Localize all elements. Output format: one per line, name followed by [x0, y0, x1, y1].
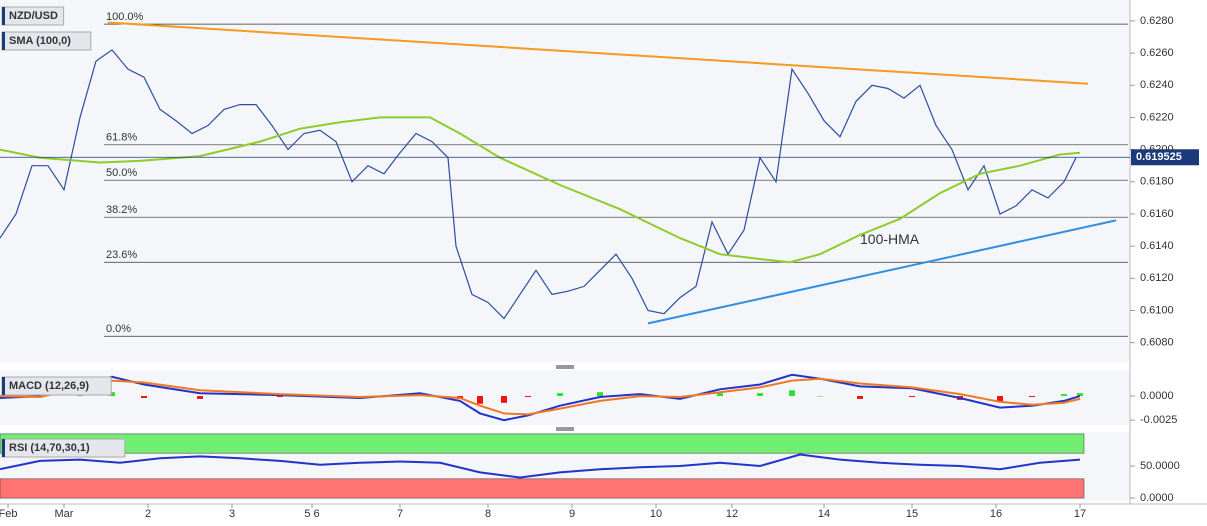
macd-histogram-bar — [717, 393, 723, 397]
series-line — [0, 453, 1081, 479]
rsi-band — [0, 433, 1085, 454]
tag-marker — [2, 7, 5, 25]
series-line — [0, 49, 1077, 320]
indicator-tag: SMA (100,0) — [1, 31, 92, 51]
y-tick-label: 0.6220 — [1140, 111, 1174, 123]
y-tick-label: 0.6100 — [1140, 304, 1174, 316]
indicator-title: RSI (14,70,30,1) — [9, 442, 90, 454]
macd-panel — [0, 370, 1130, 425]
divider-handle[interactable] — [556, 365, 574, 369]
macd-histogram-bar — [557, 393, 563, 397]
fib-label: 61.8% — [106, 132, 137, 144]
x-tick-label: 8 — [485, 508, 491, 520]
macd-histogram-bar — [1061, 394, 1067, 397]
x-tick-label: 12 — [726, 508, 738, 520]
macd-histogram-bar — [597, 392, 603, 397]
tag-marker — [2, 439, 5, 457]
y-tick-label: 0.6120 — [1140, 272, 1174, 284]
y-tick-label: 50.0000 — [1140, 460, 1180, 472]
divider-handle[interactable] — [556, 427, 574, 431]
macd-histogram-bar — [477, 396, 483, 404]
y-tick-label: 0.0000 — [1140, 492, 1174, 504]
series-line — [647, 219, 1117, 325]
x-tick-label: 10 — [650, 508, 662, 520]
macd-histogram-bar — [1029, 396, 1035, 398]
last-price-label: 0.619525 — [1136, 151, 1182, 163]
x-tick-label: Feb — [0, 508, 17, 520]
macd-histogram-bar — [997, 396, 1003, 402]
series-line — [0, 377, 1081, 416]
tag-marker — [2, 32, 5, 50]
y-tick-label: -0.0025 — [1140, 414, 1177, 426]
indicator-tag: MACD (12,26,9) — [1, 376, 112, 396]
x-tick-label: Mar — [55, 508, 74, 520]
x-tick-label: 16 — [990, 508, 1002, 520]
y-tick-label: 0.6080 — [1140, 337, 1174, 349]
y-tick-label: 0.6260 — [1140, 47, 1174, 59]
indicator-tag: NZD/USD — [1, 6, 65, 26]
x-tick-label: 7 — [397, 508, 403, 520]
x-tick-label: 9 — [569, 508, 575, 520]
x-tick-label: 17 — [1074, 508, 1086, 520]
fib-label: 50.0% — [106, 167, 137, 179]
series-line — [0, 373, 1081, 422]
macd-histogram-bar — [141, 396, 147, 398]
fib-label: 0.0% — [106, 323, 131, 335]
series-line — [0, 116, 1081, 264]
indicator-title: NZD/USD — [9, 10, 58, 22]
y-tick-label: 0.6140 — [1140, 240, 1174, 252]
indicator-title: SMA (100,0) — [9, 35, 71, 47]
y-tick-label: 0.6240 — [1140, 79, 1174, 91]
x-tick-label: 3 — [229, 508, 235, 520]
macd-histogram-bar — [277, 396, 283, 398]
macd-histogram-bar — [909, 396, 915, 398]
main-panel — [0, 0, 1130, 362]
x-tick-label: 5 6 — [304, 508, 319, 520]
x-tick-label: 15 — [906, 508, 918, 520]
macd-histogram-bar — [501, 396, 507, 403]
indicator-tag: RSI (14,70,30,1) — [1, 438, 126, 458]
indicator-title: MACD (12,26,9) — [9, 380, 89, 392]
fib-label: 100.0% — [106, 11, 144, 23]
y-tick-label: 0.6280 — [1140, 15, 1174, 27]
macd-histogram-bar — [525, 396, 531, 398]
macd-histogram-bar — [817, 396, 823, 397]
fib-label: 23.6% — [106, 249, 137, 261]
series-annotation: 100-HMA — [860, 231, 920, 247]
macd-histogram-bar — [109, 392, 115, 397]
last-price-box — [1131, 149, 1199, 166]
y-tick-label: 0.6180 — [1140, 176, 1174, 188]
series-line — [107, 21, 1089, 85]
rsi-band — [0, 478, 1085, 499]
y-tick-label: 0.6160 — [1140, 208, 1174, 220]
tag-marker — [2, 377, 5, 395]
macd-histogram-bar — [857, 396, 863, 399]
x-tick-label: 2 — [145, 508, 151, 520]
macd-histogram-bar — [757, 393, 763, 397]
fib-label: 38.2% — [106, 204, 137, 216]
macd-histogram-bar — [1077, 393, 1083, 397]
x-tick-label: 14 — [818, 508, 830, 520]
macd-histogram-bar — [197, 396, 203, 399]
y-tick-label: 0.0000 — [1140, 390, 1174, 402]
macd-histogram-bar — [789, 390, 795, 397]
